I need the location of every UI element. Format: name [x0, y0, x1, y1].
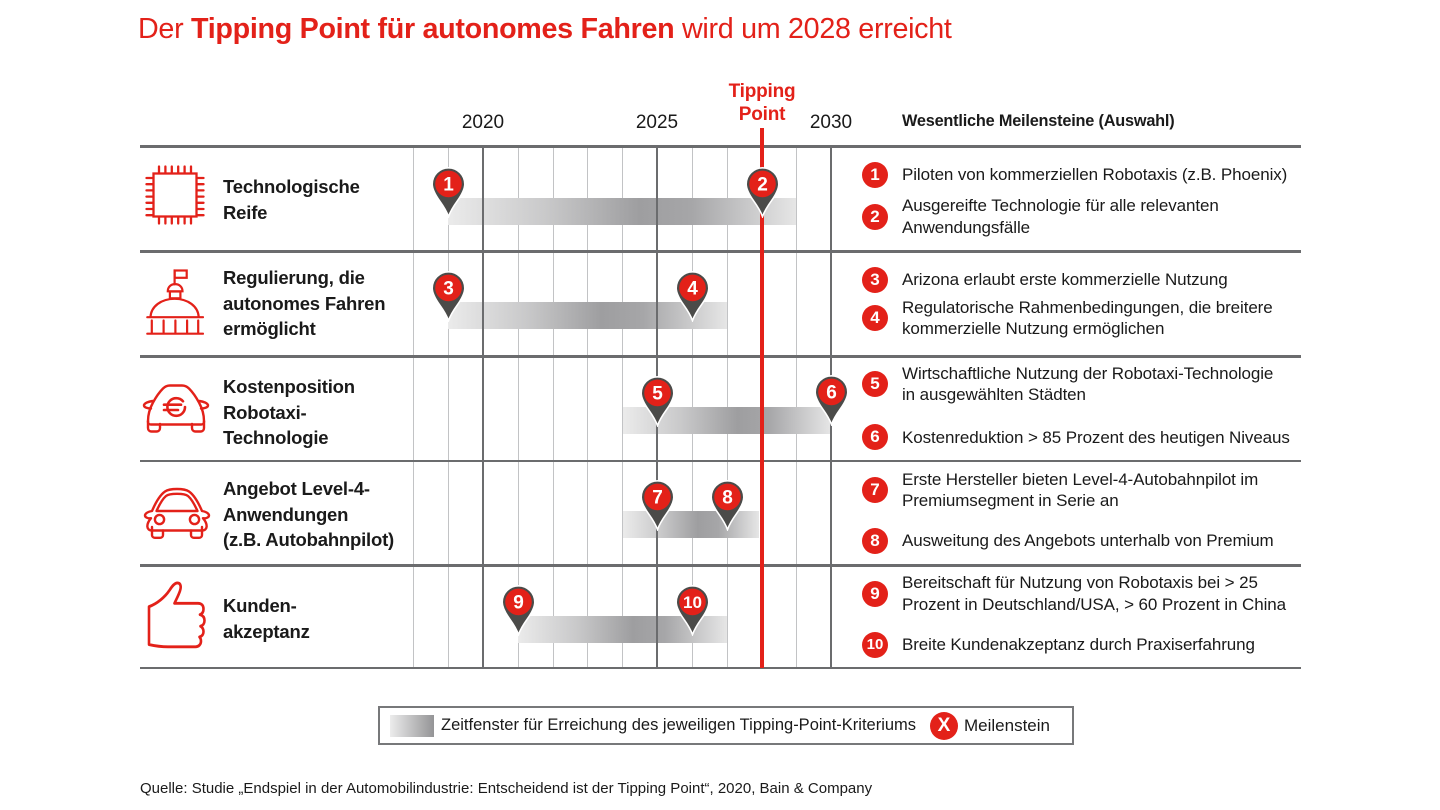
svg-text:1: 1	[443, 175, 454, 196]
svg-text:5: 5	[652, 384, 663, 405]
svg-text:7: 7	[652, 488, 663, 509]
svg-text:8: 8	[722, 488, 733, 509]
svg-text:9: 9	[513, 593, 524, 614]
svg-text:4: 4	[687, 279, 698, 300]
svg-text:6: 6	[826, 383, 837, 404]
svg-text:3: 3	[443, 279, 454, 300]
svg-text:2: 2	[757, 175, 768, 196]
svg-text:10: 10	[683, 593, 702, 612]
